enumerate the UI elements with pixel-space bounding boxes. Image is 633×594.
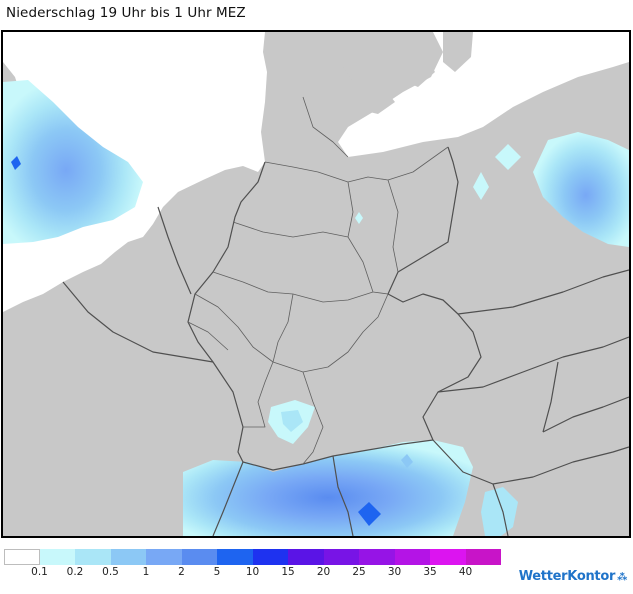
legend-label-2: 0.5 — [102, 566, 119, 578]
legend-label-5: 5 — [213, 566, 221, 578]
brand-name: WetterKontor — [518, 569, 616, 584]
precip-cell-britain — [11, 156, 21, 170]
legend-label-9: 25 — [352, 566, 366, 578]
sweden — [443, 32, 473, 72]
legend-label-7: 15 — [281, 566, 295, 578]
legend-label-12: 40 — [458, 566, 473, 578]
legend-label-8: 20 — [316, 566, 331, 578]
legend-swatch-7 — [252, 549, 288, 565]
rain-drops-icon: ⁂ — [617, 572, 627, 583]
legend-label-0: 0.1 — [31, 566, 48, 578]
denmark-jutland — [271, 32, 303, 112]
legend-swatch-3 — [110, 549, 146, 565]
legend-label-11: 35 — [423, 566, 437, 578]
precip-area-alps-east — [481, 487, 518, 536]
state-borders — [187, 96, 449, 465]
precip-patch-poland-b — [473, 172, 489, 200]
legend-swatch-1 — [39, 549, 75, 565]
legend-swatch-0 — [4, 549, 40, 565]
legend-swatch-11 — [394, 549, 430, 565]
danish-islands — [313, 52, 435, 114]
precipitation-map[interactable] — [1, 30, 631, 538]
map-canvas — [3, 32, 629, 536]
precip-patch-germany-east — [355, 212, 363, 224]
country-borders — [62, 146, 629, 536]
legend-swatch-4 — [146, 549, 182, 565]
legend-swatch-9 — [323, 549, 359, 565]
precip-area-poland-east — [533, 132, 629, 247]
precip-patch-poland-a — [495, 144, 521, 170]
precip-cell-alps-small — [401, 454, 413, 468]
legend-swatch-5 — [181, 549, 217, 565]
legend-label-10: 30 — [387, 566, 402, 578]
legend-swatch-13 — [465, 549, 501, 565]
precip-inner-blackforest — [281, 410, 303, 432]
map-title: Niederschlag 19 Uhr bis 1 Uhr MEZ — [6, 5, 246, 21]
legend-swatch-12 — [430, 549, 466, 565]
precip-cell-alps — [358, 502, 381, 526]
legend-label-3: 1 — [142, 566, 150, 578]
legend-swatch-10 — [359, 549, 395, 565]
legend-label-4: 2 — [178, 566, 185, 578]
brand-logo: WetterKontor ⁂ — [518, 569, 628, 584]
precip-area-britain — [3, 80, 143, 244]
legend-label-6: 10 — [245, 566, 260, 578]
legend-swatch-6 — [217, 549, 253, 565]
precip-area-alps — [183, 440, 473, 536]
precipitation-legend — [4, 549, 501, 565]
baltic-sea — [303, 32, 629, 157]
legend-label-1: 0.2 — [66, 566, 84, 578]
legend-swatch-2 — [75, 549, 111, 565]
legend-labels: 0.1 0.2 0.5 1 2 5 10 15 20 25 30 35 40 — [4, 566, 504, 580]
legend-swatch-8 — [288, 549, 324, 565]
